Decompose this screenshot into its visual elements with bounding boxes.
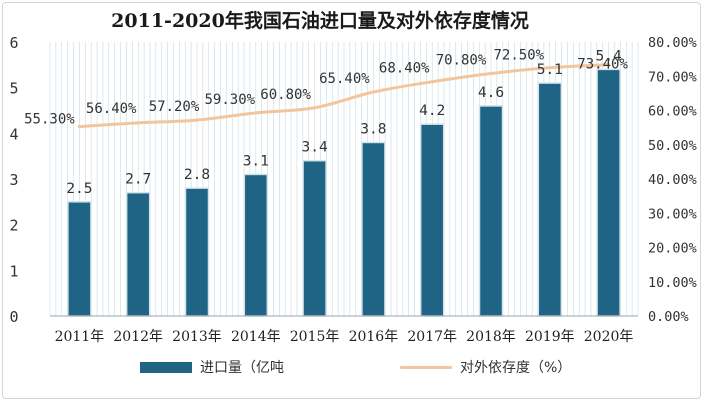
line-value-label: 65.40%: [319, 71, 370, 87]
y-left-tick-label: 4: [9, 125, 18, 143]
y-right-tick-label: 10.00%: [648, 275, 697, 291]
y-right-tick-label: 80.00%: [648, 35, 697, 51]
bar: [537, 82, 563, 317]
bar: [184, 187, 210, 317]
bar-series: [67, 68, 621, 317]
line-value-label: 60.80%: [260, 87, 311, 103]
line-series: [77, 63, 611, 129]
line-point: [77, 125, 81, 129]
x-tick-label: 2013年: [172, 329, 222, 345]
bar-value-label: 2.5: [66, 181, 92, 197]
line-point: [607, 63, 611, 67]
y-right-tick-label: 60.00%: [648, 104, 697, 120]
y-left-tick-label: 1: [9, 262, 18, 280]
bar: [125, 191, 151, 317]
x-tick-label: 2020年: [584, 329, 634, 345]
line-value-label: 72.50%: [494, 48, 545, 64]
bar-value-label: 2.8: [184, 167, 210, 183]
bar-value-label: 5.1: [537, 62, 563, 78]
line-value-label: 70.80%: [436, 53, 487, 69]
x-tick-label: 2011年: [55, 329, 105, 345]
y-right-tick-label: 20.00%: [648, 241, 697, 257]
axes: 01234560.00%10.00%20.00%30.00%40.00%50.0…: [9, 34, 696, 345]
legend-label-dependence: 对外依存度（%）: [460, 360, 572, 376]
bar-value-label: 3.1: [243, 153, 269, 169]
line-point: [136, 121, 140, 125]
dependence-line: [77, 63, 611, 129]
legend-item-import: 进口量（亿吨: [140, 355, 284, 379]
legend: 进口量（亿吨 对外依存度（%）: [0, 355, 705, 379]
line-value-label: 57.20%: [149, 99, 200, 115]
bar-value-label: 4.2: [419, 103, 445, 119]
y-left-tick-label: 2: [9, 217, 18, 235]
line-value-label: 56.40%: [86, 101, 137, 117]
bar-value-label: 3.4: [301, 140, 327, 156]
line-value-label: 68.40%: [379, 61, 430, 77]
bar: [419, 123, 445, 317]
bar: [67, 201, 92, 317]
y-right-tick-label: 0.00%: [648, 309, 689, 325]
bar: [596, 68, 621, 317]
line-point: [371, 90, 375, 94]
bar: [478, 105, 504, 317]
line-point: [548, 66, 552, 70]
bar: [302, 159, 327, 317]
x-tick-label: 2017年: [407, 329, 457, 345]
line-point: [313, 106, 317, 110]
y-left-tick-label: 0: [9, 308, 18, 326]
x-tick-label: 2014年: [231, 329, 281, 345]
x-tick-label: 2019年: [525, 329, 575, 345]
bar-value-label: 3.8: [360, 121, 386, 137]
chart-frame: [2, 2, 701, 399]
line-value-label: 59.30%: [205, 92, 256, 108]
bar-value-label: 5.4: [595, 48, 621, 64]
line-value-label: 73.40%: [577, 57, 628, 73]
line-value-label: 55.30%: [24, 112, 75, 128]
legend-item-dependence: 对外依存度（%）: [400, 355, 571, 379]
bar-value-label: 2.7: [125, 172, 151, 188]
y-left-tick-label: 3: [9, 171, 18, 189]
bar: [243, 173, 269, 317]
x-tick-label: 2018年: [466, 329, 516, 345]
line-point: [430, 80, 434, 84]
x-tick-label: 2015年: [290, 329, 340, 345]
y-right-tick-label: 70.00%: [648, 69, 697, 85]
x-tick-label: 2012年: [113, 329, 163, 345]
bar: [361, 141, 386, 317]
y-right-tick-label: 30.00%: [648, 206, 697, 222]
legend-bar-swatch: [140, 361, 192, 373]
x-tick-label: 2016年: [349, 329, 399, 345]
legend-line-swatch: [400, 365, 452, 369]
line-point: [195, 118, 199, 122]
line-point: [489, 72, 493, 76]
y-right-tick-label: 50.00%: [648, 138, 697, 154]
y-left-tick-label: 5: [9, 80, 18, 98]
legend-label-import: 进口量（亿吨: [200, 360, 284, 376]
chart-title: 2011-2020年我国石油进口量及对外依存度情况: [111, 10, 529, 32]
data-labels: 2.5 2.7 2.8 3.1 3.4 3.8 4.2 4.6 5.1 5.4 55.30% 56.4…: [24, 48, 628, 197]
y-left-tick-label: 6: [9, 34, 18, 52]
bar-value-label: 4.6: [478, 85, 504, 101]
y-right-tick-label: 40.00%: [648, 172, 697, 188]
line-point: [254, 111, 258, 115]
